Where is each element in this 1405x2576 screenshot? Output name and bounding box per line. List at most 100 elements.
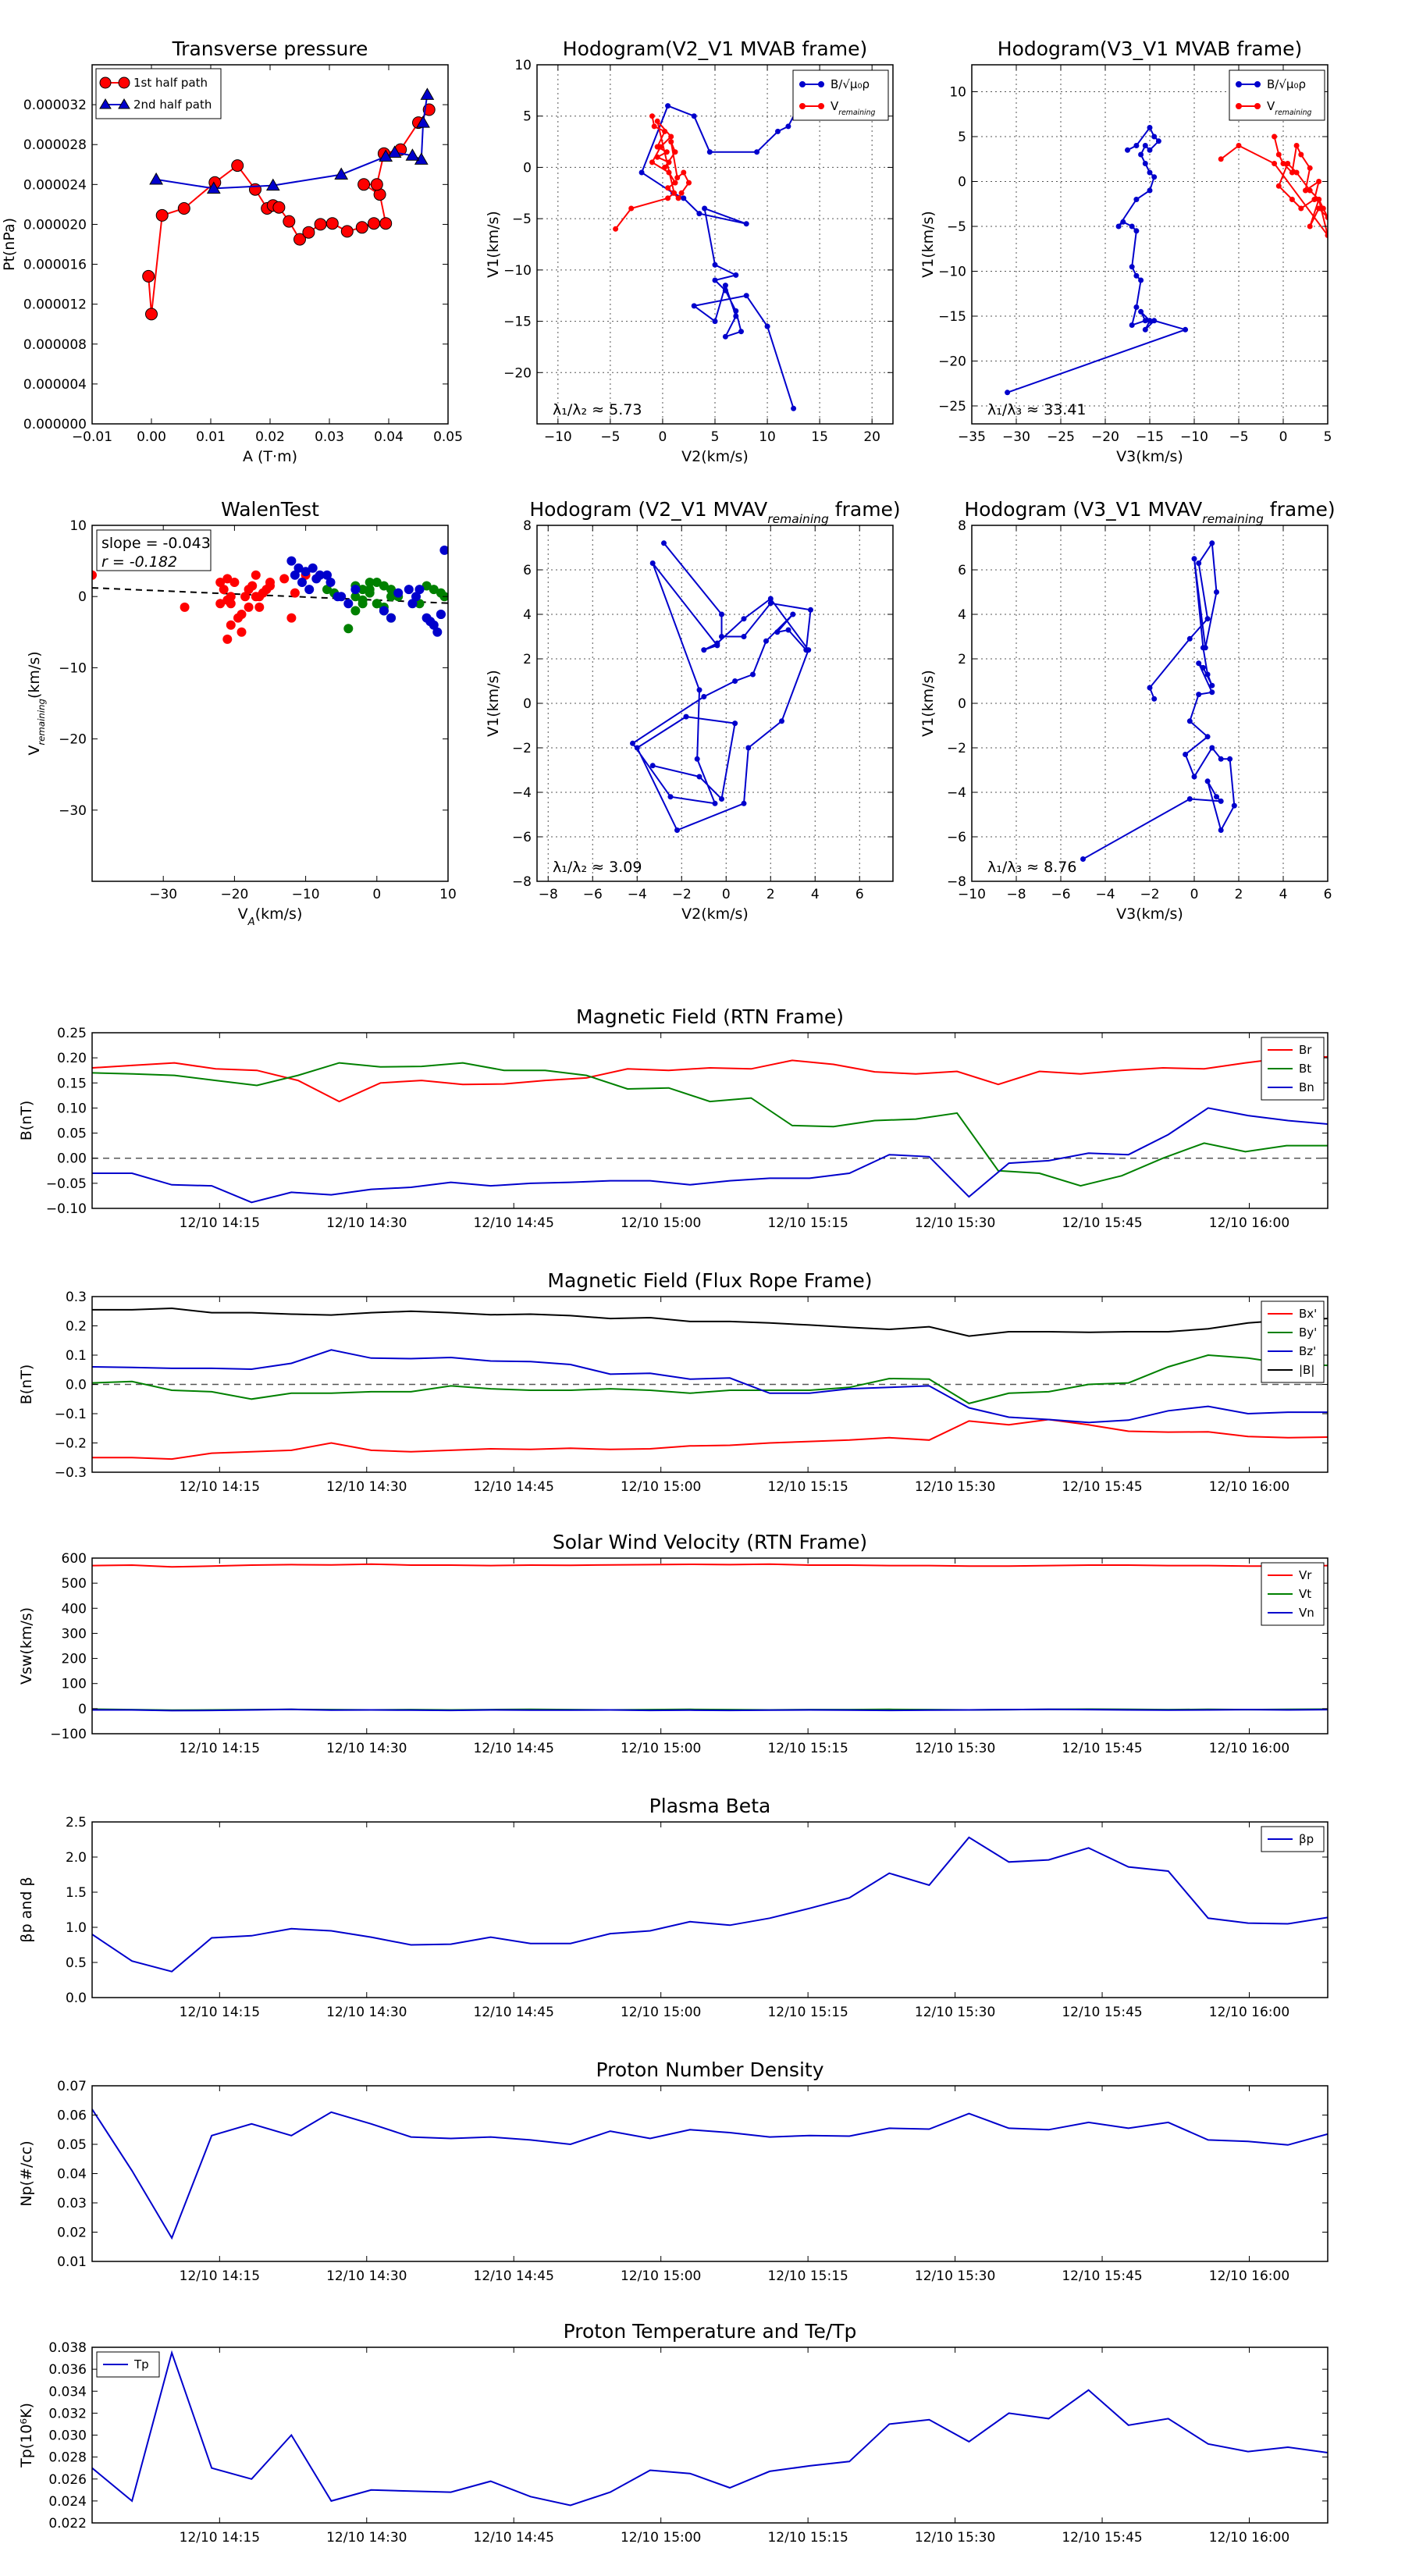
data-point: [1209, 682, 1215, 688]
data-point: [1236, 143, 1242, 148]
data-point: [702, 205, 708, 212]
data-point: [357, 585, 368, 595]
y-tick-label: −0.3: [55, 1465, 87, 1481]
series-line: [1220, 136, 1328, 237]
y-tick-label: 0.034: [48, 2384, 87, 2400]
data-point: [1293, 169, 1300, 176]
data-point: [745, 745, 752, 751]
series-line-vsw-2: [92, 1708, 1328, 1712]
y-tick-label: −20: [59, 732, 87, 748]
data-point: [634, 745, 640, 751]
x-tick-label: 0.04: [374, 429, 404, 445]
plot-area-pt: [142, 87, 436, 321]
data-point: [1186, 718, 1193, 724]
series-line: [631, 543, 812, 831]
y-axis-label: B(nT): [18, 1364, 35, 1405]
data-point: [265, 178, 280, 191]
data-point: [357, 178, 371, 191]
data-point: [1147, 147, 1153, 153]
x-axis-label: V3(km/s): [1116, 906, 1183, 923]
x-tick-label: 12/10 15:45: [1062, 1741, 1142, 1756]
y-tick-label: 0.03: [57, 2196, 87, 2211]
data-point: [732, 678, 738, 684]
data-point: [293, 563, 304, 573]
data-point: [694, 756, 700, 762]
data-point: [386, 592, 396, 602]
data-point: [180, 602, 190, 612]
legend-label: |B|: [1299, 1363, 1314, 1377]
data-point: [1214, 794, 1219, 800]
y-tick-label: 2.0: [66, 1850, 87, 1866]
data-point: [1147, 125, 1153, 130]
series-line-vsw-0: [92, 1563, 1328, 1568]
data-point: [1151, 696, 1158, 702]
chart-title: Hodogram (V3_V1 MVAVremaining frame): [964, 498, 1335, 526]
data-point: [1303, 187, 1308, 194]
data-point: [322, 570, 332, 580]
data-point: [1209, 689, 1215, 696]
data-point: [741, 616, 747, 622]
data-point: [1196, 660, 1202, 667]
data-point: [1307, 187, 1313, 194]
x-tick-label: 12/10 15:30: [915, 2268, 995, 2284]
x-tick-label: 12/10 15:15: [767, 1215, 848, 1231]
series-h1-0: [638, 103, 802, 411]
chart-h1: −10 −5 0 5 10 15 20 −20 −15 −10 −5 0 5 10 Hodogram(V2_…: [485, 37, 894, 465]
y-tick-label: 5: [958, 130, 966, 145]
data-point: [1218, 827, 1224, 833]
data-point: [1133, 197, 1140, 202]
data-point: [1320, 205, 1326, 212]
y-tick-label: 0.2: [66, 1319, 87, 1335]
data-point: [1147, 169, 1153, 176]
legend-label: Vremaining: [831, 99, 876, 117]
data-point: [743, 221, 749, 227]
x-tick-label: 12/10 14:30: [326, 1479, 407, 1495]
data-point: [439, 545, 448, 555]
data-point: [247, 581, 258, 591]
ratio-annotation: λ₁/λ₃ ≈ 33.41: [987, 401, 1087, 418]
y-tick-label: −10: [503, 263, 532, 279]
y-tick-label: 1.5: [66, 1885, 87, 1901]
legend: [1261, 1300, 1325, 1383]
series-line-mag_rtn-0: [92, 1055, 1328, 1103]
data-point: [404, 585, 414, 595]
data-point: [779, 718, 784, 724]
y-tick-label: 0.15: [57, 1076, 87, 1091]
legend-marker: [1254, 103, 1261, 109]
data-point: [286, 556, 297, 566]
y-tick-label: 10: [514, 58, 532, 73]
data-point: [1293, 143, 1300, 148]
data-point: [414, 585, 425, 595]
data-point: [1138, 151, 1144, 158]
data-point: [215, 599, 226, 609]
x-tick-label: 4: [1279, 887, 1288, 902]
chart-np: 12/10 14:15 12/10 14:30 12/10 14:45 12/10 1…: [18, 2058, 1329, 2284]
x-tick-label: 12/10 14:45: [474, 2268, 554, 2284]
x-tick-label: 5: [1324, 429, 1332, 445]
data-point: [1151, 174, 1158, 180]
y-tick-label: 400: [62, 1601, 87, 1617]
data-point: [219, 585, 229, 595]
x-tick-label: 0: [1190, 887, 1199, 902]
data-point: [304, 585, 315, 595]
data-point: [372, 578, 382, 587]
x-tick-label: 0.03: [315, 429, 344, 445]
ratio-annotation: λ₁/λ₂ ≈ 3.09: [553, 859, 642, 876]
legend-label: Bx': [1299, 1307, 1317, 1321]
y-tick-label: 4: [958, 607, 966, 623]
plot-frame: [91, 2347, 1329, 2524]
y-tick-label: 0.000020: [23, 217, 87, 233]
y-tick-label: 0.05: [57, 2137, 87, 2153]
y-tick-label: −0.1: [55, 1407, 87, 1422]
series-line-np-0: [92, 2108, 1328, 2240]
data-point: [1209, 540, 1215, 546]
data-point: [420, 87, 435, 100]
plot-area-mag_fr: [92, 1307, 1328, 1461]
data-point: [696, 774, 702, 780]
y-tick-label: −4: [947, 785, 966, 801]
data-point: [333, 592, 343, 602]
data-point: [750, 671, 756, 678]
data-point: [334, 167, 349, 180]
data-point: [681, 169, 687, 176]
x-tick-label: −20: [220, 887, 248, 902]
